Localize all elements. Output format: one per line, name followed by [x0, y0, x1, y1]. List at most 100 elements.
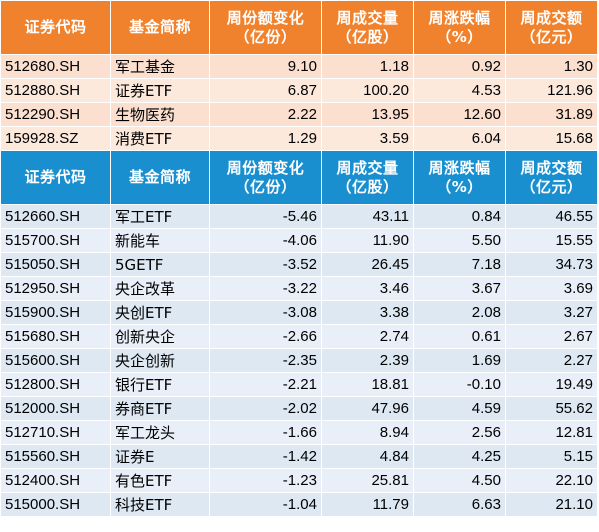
- cell-share-change: -1.04: [209, 492, 322, 517]
- cell-name: 央创ETF: [110, 300, 210, 325]
- cell-name: 生物医药: [110, 102, 210, 127]
- cell-turnover: 19.49: [505, 372, 598, 397]
- header-row-increase: 证券代码 基金简称 周份额变化 （亿份） 周成交量 （亿股） 周涨跌幅 （%） 周成交…: [0, 0, 598, 55]
- cell-volume: 47.96: [321, 396, 414, 421]
- table-row: 515000.SH 科技ETF -1.04 11.79 6.63 21.10: [0, 492, 598, 517]
- cell-turnover: 3.69: [505, 276, 598, 301]
- table-row: 159928.SZ 消费ETF 1.29 3.59 6.04 15.68: [0, 126, 598, 151]
- cell-turnover: 12.81: [505, 420, 598, 445]
- cell-name: 科技ETF: [110, 492, 210, 517]
- cell-volume: 2.39: [321, 348, 414, 373]
- header-share-change: 周份额变化 （亿份）: [209, 0, 322, 55]
- cell-share-change: -2.02: [209, 396, 322, 421]
- cell-pct-change: 12.60: [413, 102, 506, 127]
- cell-pct-change: 2.56: [413, 420, 506, 445]
- table-row: 512680.SH 军工基金 9.10 1.18 0.92 1.30: [0, 54, 598, 79]
- cell-name: 券商ETF: [110, 396, 210, 421]
- cell-name: 证券ETF: [110, 78, 210, 103]
- cell-volume: 43.11: [321, 204, 414, 229]
- cell-turnover: 15.55: [505, 228, 598, 253]
- table-row: 512290.SH 生物医药 2.22 13.95 12.60 31.89: [0, 102, 598, 127]
- table-row: 515050.SH 5GETF -3.52 26.45 7.18 34.73: [0, 252, 598, 277]
- cell-name: 5GETF: [110, 252, 210, 277]
- cell-code: 515000.SH: [0, 492, 111, 517]
- table-row: 512000.SH 券商ETF -2.02 47.96 4.59 55.62: [0, 396, 598, 421]
- cell-share-change: -3.08: [209, 300, 322, 325]
- header-name: 基金简称: [110, 0, 210, 55]
- cell-volume: 8.94: [321, 420, 414, 445]
- cell-volume: 2.74: [321, 324, 414, 349]
- cell-turnover: 15.68: [505, 126, 598, 151]
- header-volume: 周成交量 （亿股）: [321, 150, 414, 205]
- cell-turnover: 2.27: [505, 348, 598, 373]
- cell-name: 央企创新: [110, 348, 210, 373]
- cell-code: 515700.SH: [0, 228, 111, 253]
- etf-share-change-table: 证券代码 基金简称 周份额变化 （亿份） 周成交量 （亿股） 周涨跌幅 （%） 周成交…: [0, 0, 598, 517]
- cell-share-change: -3.52: [209, 252, 322, 277]
- cell-share-change: 2.22: [209, 102, 322, 127]
- cell-code: 515050.SH: [0, 252, 111, 277]
- cell-code: 512680.SH: [0, 54, 111, 79]
- cell-code: 515600.SH: [0, 348, 111, 373]
- cell-turnover: 55.62: [505, 396, 598, 421]
- cell-name: 军工基金: [110, 54, 210, 79]
- cell-pct-change: 6.04: [413, 126, 506, 151]
- table-row: 512950.SH 央企改革 -3.22 3.46 3.67 3.69: [0, 276, 598, 301]
- cell-name: 创新央企: [110, 324, 210, 349]
- table-row: 515560.SH 证券E -1.42 4.84 4.25 5.15: [0, 444, 598, 469]
- cell-pct-change: 4.59: [413, 396, 506, 421]
- header-name: 基金简称: [110, 150, 210, 205]
- header-code: 证券代码: [0, 0, 111, 55]
- table-row: 515600.SH 央企创新 -2.35 2.39 1.69 2.27: [0, 348, 598, 373]
- cell-volume: 3.46: [321, 276, 414, 301]
- header-share-change: 周份额变化 （亿份）: [209, 150, 322, 205]
- cell-pct-change: 4.50: [413, 468, 506, 493]
- table-row: 512880.SH 证券ETF 6.87 100.20 4.53 121.96: [0, 78, 598, 103]
- table-row: 515900.SH 央创ETF -3.08 3.38 2.08 3.27: [0, 300, 598, 325]
- cell-code: 515680.SH: [0, 324, 111, 349]
- table-row: 512800.SH 银行ETF -2.21 18.81 -0.10 19.49: [0, 372, 598, 397]
- cell-name: 军工ETF: [110, 204, 210, 229]
- cell-volume: 3.38: [321, 300, 414, 325]
- header-row-decrease: 证券代码 基金简称 周份额变化 （亿份） 周成交量 （亿股） 周涨跌幅 （%） 周成交…: [0, 150, 598, 205]
- cell-pct-change: 2.08: [413, 300, 506, 325]
- cell-pct-change: 1.69: [413, 348, 506, 373]
- header-pct-change: 周涨跌幅 （%）: [413, 150, 506, 205]
- cell-volume: 11.90: [321, 228, 414, 253]
- header-turnover: 周成交额 （亿元）: [505, 0, 598, 55]
- cell-turnover: 2.67: [505, 324, 598, 349]
- cell-pct-change: 0.84: [413, 204, 506, 229]
- cell-volume: 26.45: [321, 252, 414, 277]
- cell-name: 新能车: [110, 228, 210, 253]
- cell-turnover: 21.10: [505, 492, 598, 517]
- cell-code: 512950.SH: [0, 276, 111, 301]
- header-code: 证券代码: [0, 150, 111, 205]
- cell-name: 央企改革: [110, 276, 210, 301]
- cell-code: 515560.SH: [0, 444, 111, 469]
- cell-turnover: 31.89: [505, 102, 598, 127]
- cell-code: 512660.SH: [0, 204, 111, 229]
- cell-volume: 11.79: [321, 492, 414, 517]
- cell-name: 证券E: [110, 444, 210, 469]
- table-row: 512400.SH 有色ETF -1.23 25.81 4.50 22.10: [0, 468, 598, 493]
- cell-turnover: 34.73: [505, 252, 598, 277]
- cell-code: 512000.SH: [0, 396, 111, 421]
- cell-share-change: 6.87: [209, 78, 322, 103]
- cell-turnover: 22.10: [505, 468, 598, 493]
- header-turnover: 周成交额 （亿元）: [505, 150, 598, 205]
- table-row: 512710.SH 军工龙头 -1.66 8.94 2.56 12.81: [0, 420, 598, 445]
- cell-volume: 1.18: [321, 54, 414, 79]
- cell-code: 512710.SH: [0, 420, 111, 445]
- cell-share-change: 1.29: [209, 126, 322, 151]
- table-row: 515700.SH 新能车 -4.06 11.90 5.50 15.55: [0, 228, 598, 253]
- cell-name: 军工龙头: [110, 420, 210, 445]
- cell-name: 银行ETF: [110, 372, 210, 397]
- cell-name: 有色ETF: [110, 468, 210, 493]
- cell-volume: 100.20: [321, 78, 414, 103]
- cell-turnover: 3.27: [505, 300, 598, 325]
- cell-volume: 18.81: [321, 372, 414, 397]
- cell-share-change: -2.21: [209, 372, 322, 397]
- cell-code: 159928.SZ: [0, 126, 111, 151]
- cell-pct-change: 3.67: [413, 276, 506, 301]
- cell-pct-change: 6.63: [413, 492, 506, 517]
